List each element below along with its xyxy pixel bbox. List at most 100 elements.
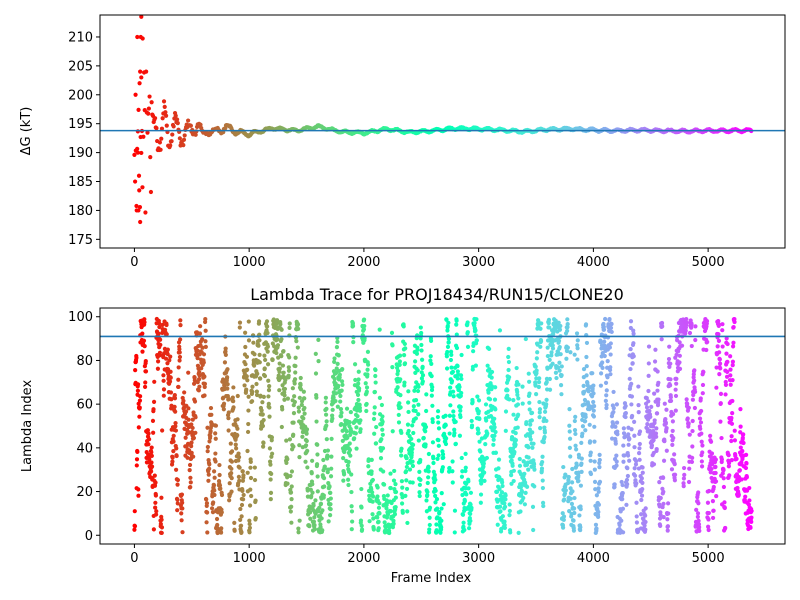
lambda-point <box>593 522 599 527</box>
lambda-point <box>158 342 163 347</box>
lambda-point <box>652 359 658 364</box>
lambda-point <box>661 458 667 463</box>
lambda-point <box>737 468 742 473</box>
lambda-point <box>411 442 416 447</box>
lambda-point <box>328 502 333 507</box>
lambda-point <box>212 492 217 498</box>
lambda-point <box>240 478 246 483</box>
lambda-point <box>458 408 463 413</box>
lambda-point <box>177 358 182 363</box>
lambda-point <box>607 345 613 350</box>
lambda-point <box>151 407 156 412</box>
lambda-point <box>312 515 317 520</box>
lambda-point <box>699 431 704 436</box>
lambda-point <box>282 393 287 398</box>
lambda-point <box>420 364 425 369</box>
lambda-point <box>182 390 187 395</box>
lambda-point <box>379 402 384 408</box>
lambda-point <box>553 318 558 323</box>
lambda-point <box>187 468 192 473</box>
lambda-point <box>293 355 298 360</box>
lambda-point <box>719 435 724 441</box>
lambda-point <box>310 458 315 463</box>
lambda-point <box>266 388 272 393</box>
lambda-point <box>515 389 520 394</box>
lambda-point <box>632 473 638 478</box>
lambda-point <box>527 379 532 384</box>
lambda-point <box>626 425 631 430</box>
lambda-point <box>315 474 320 479</box>
lambda-point <box>571 528 577 533</box>
lambda-point <box>168 369 173 374</box>
lambda-point <box>531 441 536 446</box>
lambda-point <box>423 442 428 447</box>
lambda-point <box>503 409 509 414</box>
lambda-point <box>603 316 608 322</box>
lambda-point <box>634 459 639 464</box>
lambda-point <box>335 339 340 344</box>
lambda-point <box>511 468 516 473</box>
lambda-point <box>341 472 347 477</box>
lambda-point <box>614 459 619 464</box>
top-x-ticks: 0 1000 2000 3000 4000 5000 <box>130 248 725 270</box>
lambda-point <box>716 323 721 328</box>
lambda-point <box>528 437 533 442</box>
lambda-point <box>473 363 478 368</box>
lambda-point <box>177 350 182 355</box>
lambda-point <box>677 366 683 371</box>
lambda-point <box>631 328 636 333</box>
delta-g-point <box>198 122 203 127</box>
lambda-point <box>161 387 167 392</box>
lambda-point <box>202 381 208 386</box>
lambda-point <box>212 488 217 493</box>
lambda-point <box>168 375 173 380</box>
lambda-point <box>147 437 152 442</box>
lambda-point <box>725 341 730 347</box>
lambda-point <box>311 519 317 524</box>
lambda-point <box>364 385 370 390</box>
lambda-point <box>149 450 154 455</box>
lambda-point <box>558 323 563 329</box>
lambda-point <box>600 365 605 370</box>
lambda-point <box>413 397 419 403</box>
delta-g-point <box>138 219 143 225</box>
lambda-point <box>720 471 725 476</box>
delta-g-point <box>193 132 198 137</box>
lambda-point <box>731 325 736 330</box>
lambda-point <box>623 403 628 409</box>
lambda-point <box>430 403 435 408</box>
lambda-point <box>648 414 653 419</box>
lambda-point <box>175 477 181 483</box>
lambda-point <box>568 454 573 459</box>
lambda-point <box>296 530 301 535</box>
lambda-point <box>575 346 580 351</box>
lambda-point <box>303 443 309 448</box>
lambda-point <box>572 510 577 516</box>
lambda-point <box>359 523 364 528</box>
lambda-point <box>557 368 562 373</box>
lambda-point <box>418 477 423 482</box>
delta-g-point <box>163 113 169 118</box>
lambda-point <box>657 516 663 521</box>
lambda-point <box>287 437 293 442</box>
lambda-point <box>743 494 748 499</box>
lambda-point <box>485 363 490 368</box>
lambda-point <box>175 482 180 487</box>
lambda-point <box>656 380 661 385</box>
lambda-point <box>253 515 258 521</box>
lambda-point <box>682 472 687 477</box>
lambda-point <box>297 443 302 448</box>
lambda-point <box>190 425 195 431</box>
lambda-point <box>239 530 244 535</box>
lambda-point <box>255 371 260 376</box>
lambda-point <box>433 493 438 498</box>
lambda-point <box>591 414 597 419</box>
lambda-point <box>721 476 726 481</box>
lambda-point <box>449 352 454 357</box>
lambda-point <box>427 505 433 510</box>
lambda-point <box>681 484 686 489</box>
lambda-point <box>556 338 562 343</box>
lambda-point <box>336 383 341 388</box>
lambda-point <box>496 466 501 471</box>
lambda-point <box>573 414 578 419</box>
